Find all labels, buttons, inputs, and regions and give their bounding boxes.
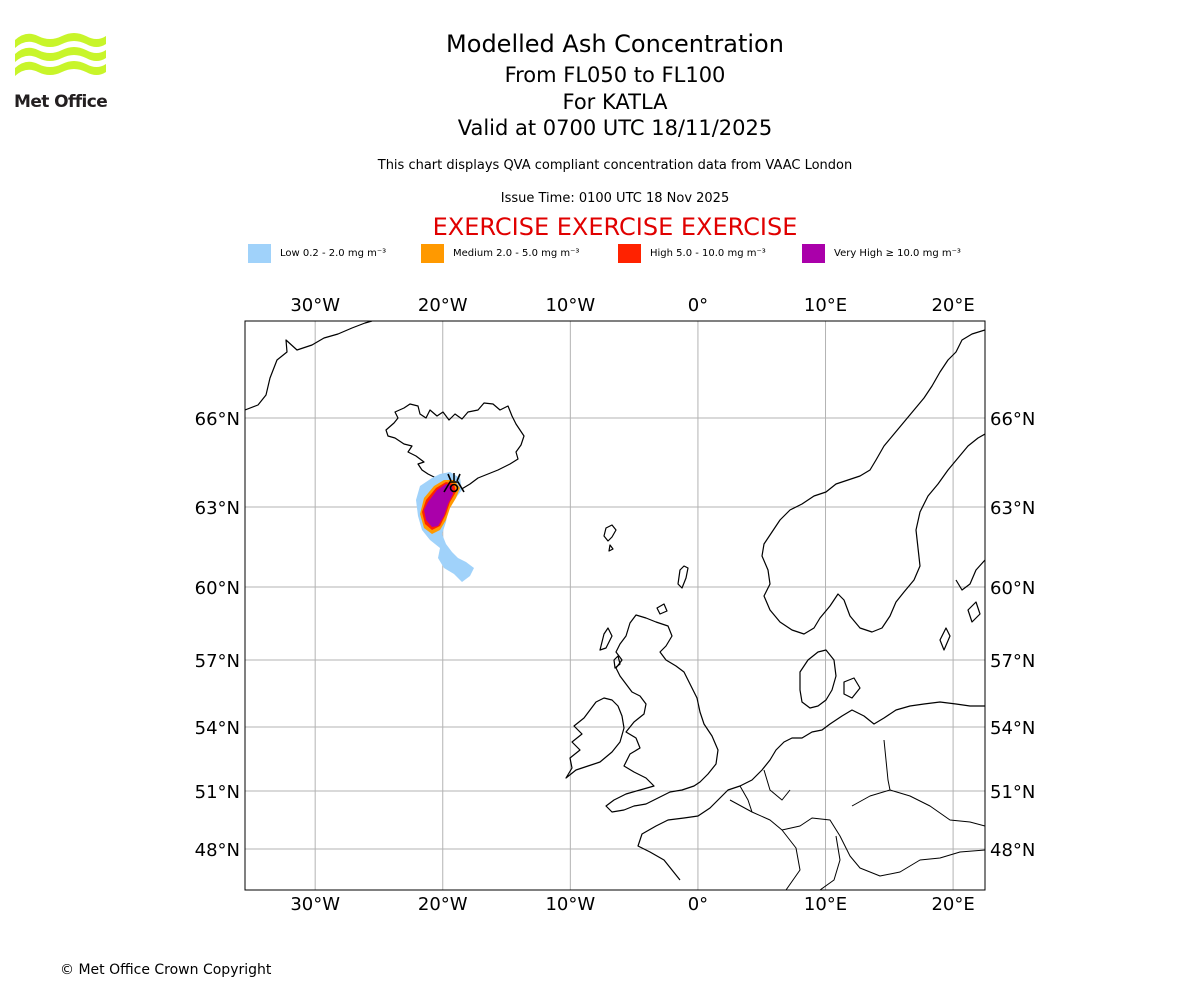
lat-tick-label-left: 60°N [195,578,240,599]
lat-tick-label-left: 54°N [195,718,240,739]
legend-swatch-low [248,244,271,263]
legend-label-medium: Medium 2.0 - 5.0 mg m⁻³ [453,248,580,259]
lat-tick-label-right: 66°N [990,409,1035,430]
chart-note: This chart displays QVA compliant concen… [377,158,853,173]
met-office-logo: Met Office [14,30,109,112]
volcano-marker-icon [443,473,465,493]
map-frame [244,320,986,891]
axis-tick-labels: 30°W 30°W 20°W 20°W 10°W 10°W 0° 0° 10°E 10°E 20°E… [195,295,1036,915]
lon-tick-label-bottom: 10°E [804,894,847,915]
lat-tick-label-left: 57°N [195,651,240,672]
lon-tick-label-top: 20°E [931,295,974,316]
lon-tick-label-top: 20°W [418,295,468,316]
legend-item-high: High 5.0 - 10.0 mg m⁻³ [618,244,766,263]
lat-tick-label-right: 60°N [990,578,1035,599]
coast-greenland [245,321,373,411]
lon-tick-label-bottom: 30°W [290,894,340,915]
legend-swatch-medium [421,244,444,263]
lon-tick-label-top: 10°W [545,295,595,316]
volcano-name: For KATLA [562,90,668,114]
lat-tick-label-left: 63°N [195,498,240,519]
legend-item-low: Low 0.2 - 2.0 mg m⁻³ [248,244,386,263]
lon-tick-label-bottom: 20°E [931,894,974,915]
ash-zone-very-high [424,484,453,527]
lat-tick-label-right: 51°N [990,782,1035,803]
coast-ireland [565,697,625,779]
gridlines [245,321,985,890]
lat-tick-label-right: 54°N [990,718,1035,739]
issue-time: Issue Time: 0100 UTC 18 Nov 2025 [500,191,730,206]
lon-tick-label-bottom: 20°W [418,894,468,915]
lon-tick-label-top: 30°W [290,295,340,316]
lat-tick-label-left: 66°N [195,409,240,430]
coast-scandinavia [761,329,985,635]
exercise-banner: EXERCISE EXERCISE EXERCISE [432,213,798,241]
lat-tick-label-right: 48°N [990,840,1035,861]
legend-swatch-high [618,244,641,263]
lat-tick-label-right: 63°N [990,498,1035,519]
lat-tick-label-left: 51°N [195,782,240,803]
met-office-waves-icon [15,33,106,76]
coast-faroe [603,524,617,542]
lat-tick-label-right: 57°N [990,651,1035,672]
logo-text: Met Office [14,92,108,112]
flight-levels: From FL050 to FL100 [504,63,726,87]
legend-swatch-very-high [802,244,825,263]
chart-title: Modelled Ash Concentration [446,30,784,58]
borders [729,739,985,890]
legend-label-low: Low 0.2 - 2.0 mg m⁻³ [280,248,387,259]
coastlines [245,321,985,890]
legend-label-high: High 5.0 - 10.0 mg m⁻³ [650,248,766,259]
legend-label-very-high: Very High ≥ 10.0 mg m⁻³ [834,248,961,259]
coast-shetland [677,565,689,589]
legend-item-very-high: Very High ≥ 10.0 mg m⁻³ [802,244,961,263]
coast-iceland [385,402,525,493]
lon-tick-label-top: 0° [688,295,708,316]
legend-item-medium: Medium 2.0 - 5.0 mg m⁻³ [421,244,579,263]
lon-tick-label-top: 10°E [804,295,847,316]
copyright-text: © Met Office Crown Copyright [60,962,272,978]
ash-plume [416,472,474,582]
lat-tick-label-left: 48°N [195,840,240,861]
lon-tick-label-bottom: 0° [688,894,708,915]
valid-time: Valid at 0700 UTC 18/11/2025 [457,116,773,140]
lon-tick-label-bottom: 10°W [545,894,595,915]
coast-continent [637,701,985,881]
coast-great-britain [605,614,719,813]
coast-denmark [799,649,837,709]
